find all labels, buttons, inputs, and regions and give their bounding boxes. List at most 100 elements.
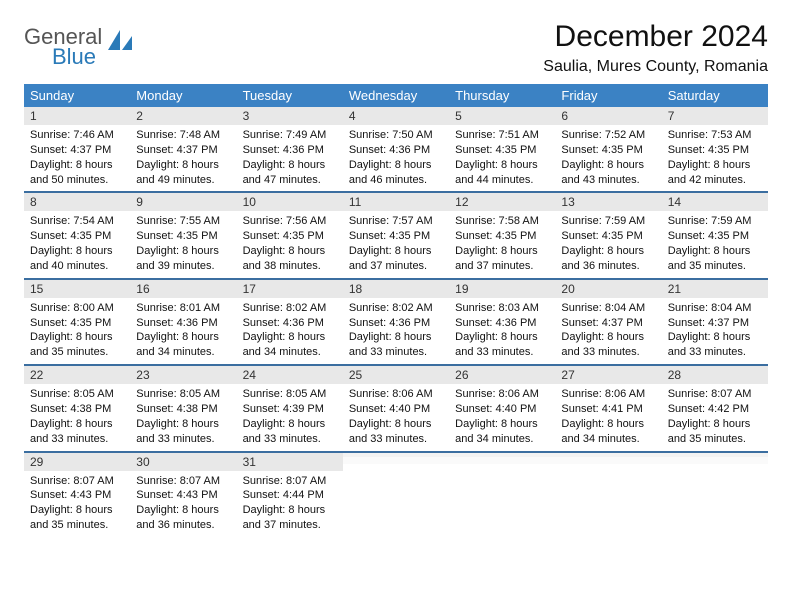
day-body: Sunrise: 8:01 AMSunset: 4:36 PMDaylight:… bbox=[130, 298, 236, 364]
sunrise-text: Sunrise: 8:05 AM bbox=[243, 387, 337, 402]
calendar-cell: 22Sunrise: 8:05 AMSunset: 4:38 PMDayligh… bbox=[24, 366, 130, 450]
day-body: Sunrise: 8:06 AMSunset: 4:41 PMDaylight:… bbox=[555, 384, 661, 450]
title-block: December 2024 Saulia, Mures County, Roma… bbox=[543, 20, 768, 76]
day-body: Sunrise: 8:04 AMSunset: 4:37 PMDaylight:… bbox=[662, 298, 768, 364]
day-body bbox=[449, 457, 555, 464]
day-header-thu: Thursday bbox=[449, 84, 555, 107]
day-number: 21 bbox=[662, 280, 768, 298]
calendar-cell: 23Sunrise: 8:05 AMSunset: 4:38 PMDayligh… bbox=[130, 366, 236, 450]
location-label: Saulia, Mures County, Romania bbox=[543, 58, 768, 76]
sunrise-text: Sunrise: 8:00 AM bbox=[30, 301, 124, 316]
sunset-text: Sunset: 4:37 PM bbox=[561, 316, 655, 331]
calendar-cell bbox=[343, 453, 449, 537]
day-number: 1 bbox=[24, 107, 130, 125]
calendar-cell: 21Sunrise: 8:04 AMSunset: 4:37 PMDayligh… bbox=[662, 280, 768, 364]
sunset-text: Sunset: 4:42 PM bbox=[668, 402, 762, 417]
day-body: Sunrise: 8:07 AMSunset: 4:44 PMDaylight:… bbox=[237, 471, 343, 537]
calendar-cell: 18Sunrise: 8:02 AMSunset: 4:36 PMDayligh… bbox=[343, 280, 449, 364]
day-body: Sunrise: 7:51 AMSunset: 4:35 PMDaylight:… bbox=[449, 125, 555, 191]
weeks-container: 1Sunrise: 7:46 AMSunset: 4:37 PMDaylight… bbox=[24, 107, 768, 537]
sunset-text: Sunset: 4:36 PM bbox=[243, 143, 337, 158]
day-number: 12 bbox=[449, 193, 555, 211]
day-body: Sunrise: 8:07 AMSunset: 4:43 PMDaylight:… bbox=[24, 471, 130, 537]
calendar-cell: 14Sunrise: 7:59 AMSunset: 4:35 PMDayligh… bbox=[662, 193, 768, 277]
calendar-cell: 5Sunrise: 7:51 AMSunset: 4:35 PMDaylight… bbox=[449, 107, 555, 191]
day-header-row: Sunday Monday Tuesday Wednesday Thursday… bbox=[24, 84, 768, 107]
calendar-cell: 29Sunrise: 8:07 AMSunset: 4:43 PMDayligh… bbox=[24, 453, 130, 537]
sunset-text: Sunset: 4:35 PM bbox=[30, 229, 124, 244]
sunrise-text: Sunrise: 8:04 AM bbox=[561, 301, 655, 316]
day-number: 31 bbox=[237, 453, 343, 471]
day-number: 24 bbox=[237, 366, 343, 384]
calendar-cell: 8Sunrise: 7:54 AMSunset: 4:35 PMDaylight… bbox=[24, 193, 130, 277]
daylight-text: Daylight: 8 hours and 44 minutes. bbox=[455, 158, 549, 188]
day-number: 15 bbox=[24, 280, 130, 298]
brand-logo: General Blue bbox=[24, 20, 134, 68]
day-header-fri: Friday bbox=[555, 84, 661, 107]
day-body bbox=[343, 457, 449, 464]
sunrise-text: Sunrise: 7:48 AM bbox=[136, 128, 230, 143]
sunrise-text: Sunrise: 7:53 AM bbox=[668, 128, 762, 143]
sunset-text: Sunset: 4:37 PM bbox=[136, 143, 230, 158]
sunrise-text: Sunrise: 8:06 AM bbox=[455, 387, 549, 402]
calendar-cell: 2Sunrise: 7:48 AMSunset: 4:37 PMDaylight… bbox=[130, 107, 236, 191]
daylight-text: Daylight: 8 hours and 34 minutes. bbox=[455, 417, 549, 447]
calendar-cell: 6Sunrise: 7:52 AMSunset: 4:35 PMDaylight… bbox=[555, 107, 661, 191]
day-number: 9 bbox=[130, 193, 236, 211]
sunset-text: Sunset: 4:37 PM bbox=[668, 316, 762, 331]
calendar-cell bbox=[555, 453, 661, 537]
day-number: 4 bbox=[343, 107, 449, 125]
day-number: 5 bbox=[449, 107, 555, 125]
calendar-week: 15Sunrise: 8:00 AMSunset: 4:35 PMDayligh… bbox=[24, 280, 768, 366]
day-number: 8 bbox=[24, 193, 130, 211]
day-number: 19 bbox=[449, 280, 555, 298]
month-title: December 2024 bbox=[543, 20, 768, 54]
sunrise-text: Sunrise: 7:50 AM bbox=[349, 128, 443, 143]
sunrise-text: Sunrise: 8:05 AM bbox=[30, 387, 124, 402]
day-number: 29 bbox=[24, 453, 130, 471]
sunrise-text: Sunrise: 7:51 AM bbox=[455, 128, 549, 143]
day-body: Sunrise: 8:06 AMSunset: 4:40 PMDaylight:… bbox=[343, 384, 449, 450]
daylight-text: Daylight: 8 hours and 37 minutes. bbox=[349, 244, 443, 274]
sunset-text: Sunset: 4:40 PM bbox=[455, 402, 549, 417]
calendar-cell: 1Sunrise: 7:46 AMSunset: 4:37 PMDaylight… bbox=[24, 107, 130, 191]
day-body: Sunrise: 8:04 AMSunset: 4:37 PMDaylight:… bbox=[555, 298, 661, 364]
sunrise-text: Sunrise: 7:59 AM bbox=[561, 214, 655, 229]
day-number: 30 bbox=[130, 453, 236, 471]
daylight-text: Daylight: 8 hours and 38 minutes. bbox=[243, 244, 337, 274]
sunset-text: Sunset: 4:35 PM bbox=[349, 229, 443, 244]
day-body: Sunrise: 7:50 AMSunset: 4:36 PMDaylight:… bbox=[343, 125, 449, 191]
daylight-text: Daylight: 8 hours and 33 minutes. bbox=[668, 330, 762, 360]
calendar-cell: 25Sunrise: 8:06 AMSunset: 4:40 PMDayligh… bbox=[343, 366, 449, 450]
day-number: 22 bbox=[24, 366, 130, 384]
daylight-text: Daylight: 8 hours and 36 minutes. bbox=[561, 244, 655, 274]
daylight-text: Daylight: 8 hours and 34 minutes. bbox=[561, 417, 655, 447]
sunset-text: Sunset: 4:35 PM bbox=[668, 143, 762, 158]
calendar-cell: 7Sunrise: 7:53 AMSunset: 4:35 PMDaylight… bbox=[662, 107, 768, 191]
daylight-text: Daylight: 8 hours and 40 minutes. bbox=[30, 244, 124, 274]
sunset-text: Sunset: 4:35 PM bbox=[455, 229, 549, 244]
day-number: 16 bbox=[130, 280, 236, 298]
daylight-text: Daylight: 8 hours and 47 minutes. bbox=[243, 158, 337, 188]
daylight-text: Daylight: 8 hours and 50 minutes. bbox=[30, 158, 124, 188]
day-number: 23 bbox=[130, 366, 236, 384]
sunset-text: Sunset: 4:36 PM bbox=[136, 316, 230, 331]
sunset-text: Sunset: 4:39 PM bbox=[243, 402, 337, 417]
calendar-cell: 28Sunrise: 8:07 AMSunset: 4:42 PMDayligh… bbox=[662, 366, 768, 450]
day-header-wed: Wednesday bbox=[343, 84, 449, 107]
sunrise-text: Sunrise: 8:02 AM bbox=[349, 301, 443, 316]
day-header-mon: Monday bbox=[130, 84, 236, 107]
sunrise-text: Sunrise: 7:56 AM bbox=[243, 214, 337, 229]
calendar-cell: 24Sunrise: 8:05 AMSunset: 4:39 PMDayligh… bbox=[237, 366, 343, 450]
daylight-text: Daylight: 8 hours and 34 minutes. bbox=[136, 330, 230, 360]
day-body bbox=[662, 457, 768, 464]
calendar-cell bbox=[449, 453, 555, 537]
day-number: 11 bbox=[343, 193, 449, 211]
daylight-text: Daylight: 8 hours and 49 minutes. bbox=[136, 158, 230, 188]
sunset-text: Sunset: 4:44 PM bbox=[243, 488, 337, 503]
sunrise-text: Sunrise: 7:46 AM bbox=[30, 128, 124, 143]
sunrise-text: Sunrise: 8:07 AM bbox=[30, 474, 124, 489]
day-body: Sunrise: 7:58 AMSunset: 4:35 PMDaylight:… bbox=[449, 211, 555, 277]
brand-sail-icon bbox=[106, 28, 134, 57]
day-body: Sunrise: 8:05 AMSunset: 4:38 PMDaylight:… bbox=[24, 384, 130, 450]
